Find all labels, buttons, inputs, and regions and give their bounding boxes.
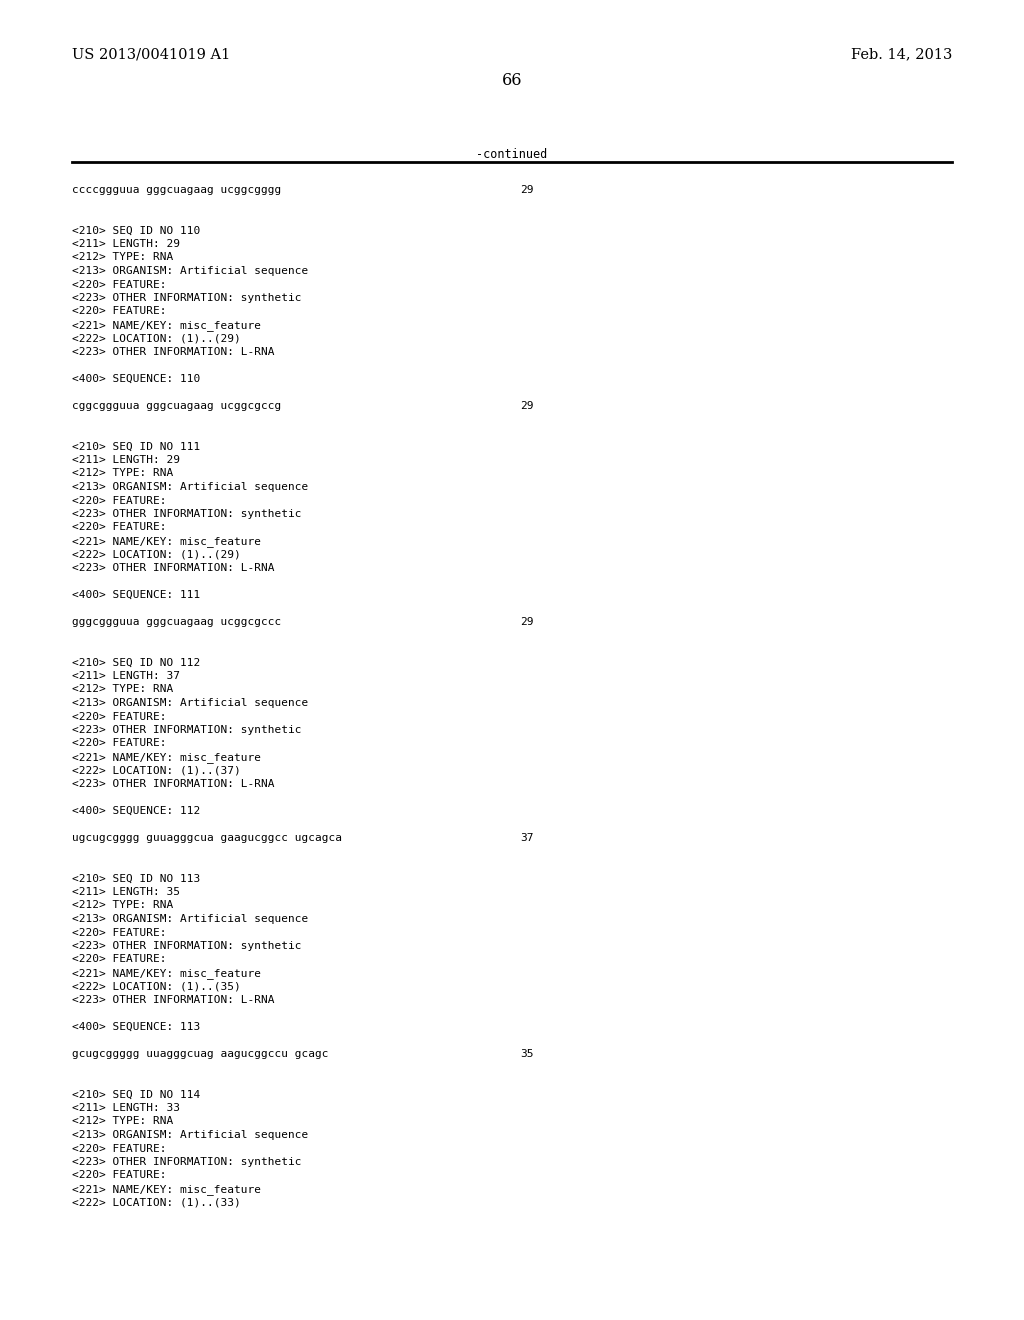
Text: <223> OTHER INFORMATION: L-RNA: <223> OTHER INFORMATION: L-RNA	[72, 564, 274, 573]
Text: Feb. 14, 2013: Feb. 14, 2013	[851, 48, 952, 61]
Text: cggcggguua gggcuagaag ucggcgccg: cggcggguua gggcuagaag ucggcgccg	[72, 401, 282, 411]
Text: <220> FEATURE:: <220> FEATURE:	[72, 523, 167, 532]
Text: <223> OTHER INFORMATION: synthetic: <223> OTHER INFORMATION: synthetic	[72, 725, 301, 735]
Text: <221> NAME/KEY: misc_feature: <221> NAME/KEY: misc_feature	[72, 319, 261, 331]
Text: <210> SEQ ID NO 110: <210> SEQ ID NO 110	[72, 226, 201, 235]
Text: <220> FEATURE:: <220> FEATURE:	[72, 711, 167, 722]
Text: <223> OTHER INFORMATION: synthetic: <223> OTHER INFORMATION: synthetic	[72, 293, 301, 304]
Text: 66: 66	[502, 73, 522, 88]
Text: US 2013/0041019 A1: US 2013/0041019 A1	[72, 48, 230, 61]
Text: <222> LOCATION: (1)..(33): <222> LOCATION: (1)..(33)	[72, 1197, 241, 1208]
Text: <220> FEATURE:: <220> FEATURE:	[72, 928, 167, 937]
Text: <221> NAME/KEY: misc_feature: <221> NAME/KEY: misc_feature	[72, 1184, 261, 1195]
Text: <213> ORGANISM: Artificial sequence: <213> ORGANISM: Artificial sequence	[72, 1130, 308, 1140]
Text: <212> TYPE: RNA: <212> TYPE: RNA	[72, 685, 173, 694]
Text: <220> FEATURE:: <220> FEATURE:	[72, 738, 167, 748]
Text: <210> SEQ ID NO 114: <210> SEQ ID NO 114	[72, 1089, 201, 1100]
Text: <222> LOCATION: (1)..(29): <222> LOCATION: (1)..(29)	[72, 334, 241, 343]
Text: <213> ORGANISM: Artificial sequence: <213> ORGANISM: Artificial sequence	[72, 913, 308, 924]
Text: <213> ORGANISM: Artificial sequence: <213> ORGANISM: Artificial sequence	[72, 698, 308, 708]
Text: <212> TYPE: RNA: <212> TYPE: RNA	[72, 1117, 173, 1126]
Text: 29: 29	[520, 185, 534, 195]
Text: <400> SEQUENCE: 110: <400> SEQUENCE: 110	[72, 374, 201, 384]
Text: <211> LENGTH: 35: <211> LENGTH: 35	[72, 887, 180, 898]
Text: <223> OTHER INFORMATION: L-RNA: <223> OTHER INFORMATION: L-RNA	[72, 779, 274, 789]
Text: <222> LOCATION: (1)..(29): <222> LOCATION: (1)..(29)	[72, 549, 241, 560]
Text: <213> ORGANISM: Artificial sequence: <213> ORGANISM: Artificial sequence	[72, 482, 308, 492]
Text: <220> FEATURE:: <220> FEATURE:	[72, 1143, 167, 1154]
Text: <211> LENGTH: 33: <211> LENGTH: 33	[72, 1104, 180, 1113]
Text: <212> TYPE: RNA: <212> TYPE: RNA	[72, 469, 173, 479]
Text: <210> SEQ ID NO 111: <210> SEQ ID NO 111	[72, 441, 201, 451]
Text: <400> SEQUENCE: 111: <400> SEQUENCE: 111	[72, 590, 201, 601]
Text: <223> OTHER INFORMATION: L-RNA: <223> OTHER INFORMATION: L-RNA	[72, 995, 274, 1005]
Text: <220> FEATURE:: <220> FEATURE:	[72, 495, 167, 506]
Text: <211> LENGTH: 37: <211> LENGTH: 37	[72, 671, 180, 681]
Text: <221> NAME/KEY: misc_feature: <221> NAME/KEY: misc_feature	[72, 752, 261, 763]
Text: 37: 37	[520, 833, 534, 843]
Text: <220> FEATURE:: <220> FEATURE:	[72, 280, 167, 289]
Text: <213> ORGANISM: Artificial sequence: <213> ORGANISM: Artificial sequence	[72, 267, 308, 276]
Text: <223> OTHER INFORMATION: synthetic: <223> OTHER INFORMATION: synthetic	[72, 1158, 301, 1167]
Text: 29: 29	[520, 401, 534, 411]
Text: <400> SEQUENCE: 113: <400> SEQUENCE: 113	[72, 1022, 201, 1032]
Text: <221> NAME/KEY: misc_feature: <221> NAME/KEY: misc_feature	[72, 536, 261, 546]
Text: <211> LENGTH: 29: <211> LENGTH: 29	[72, 455, 180, 465]
Text: <210> SEQ ID NO 113: <210> SEQ ID NO 113	[72, 874, 201, 883]
Text: <400> SEQUENCE: 112: <400> SEQUENCE: 112	[72, 807, 201, 816]
Text: <223> OTHER INFORMATION: L-RNA: <223> OTHER INFORMATION: L-RNA	[72, 347, 274, 356]
Text: <212> TYPE: RNA: <212> TYPE: RNA	[72, 900, 173, 911]
Text: <220> FEATURE:: <220> FEATURE:	[72, 954, 167, 965]
Text: <212> TYPE: RNA: <212> TYPE: RNA	[72, 252, 173, 263]
Text: <220> FEATURE:: <220> FEATURE:	[72, 1171, 167, 1180]
Text: <221> NAME/KEY: misc_feature: <221> NAME/KEY: misc_feature	[72, 968, 261, 979]
Text: -continued: -continued	[476, 148, 548, 161]
Text: ugcugcgggg guuagggcua gaagucggcc ugcagca: ugcugcgggg guuagggcua gaagucggcc ugcagca	[72, 833, 342, 843]
Text: <222> LOCATION: (1)..(35): <222> LOCATION: (1)..(35)	[72, 982, 241, 991]
Text: <223> OTHER INFORMATION: synthetic: <223> OTHER INFORMATION: synthetic	[72, 941, 301, 950]
Text: gcugcggggg uuagggcuag aagucggccu gcagc: gcugcggggg uuagggcuag aagucggccu gcagc	[72, 1049, 329, 1059]
Text: 29: 29	[520, 616, 534, 627]
Text: ccccggguua gggcuagaag ucggcgggg: ccccggguua gggcuagaag ucggcgggg	[72, 185, 282, 195]
Text: <223> OTHER INFORMATION: synthetic: <223> OTHER INFORMATION: synthetic	[72, 510, 301, 519]
Text: <210> SEQ ID NO 112: <210> SEQ ID NO 112	[72, 657, 201, 668]
Text: gggcggguua gggcuagaag ucggcgccc: gggcggguua gggcuagaag ucggcgccc	[72, 616, 282, 627]
Text: 35: 35	[520, 1049, 534, 1059]
Text: <220> FEATURE:: <220> FEATURE:	[72, 306, 167, 317]
Text: <222> LOCATION: (1)..(37): <222> LOCATION: (1)..(37)	[72, 766, 241, 776]
Text: <211> LENGTH: 29: <211> LENGTH: 29	[72, 239, 180, 249]
